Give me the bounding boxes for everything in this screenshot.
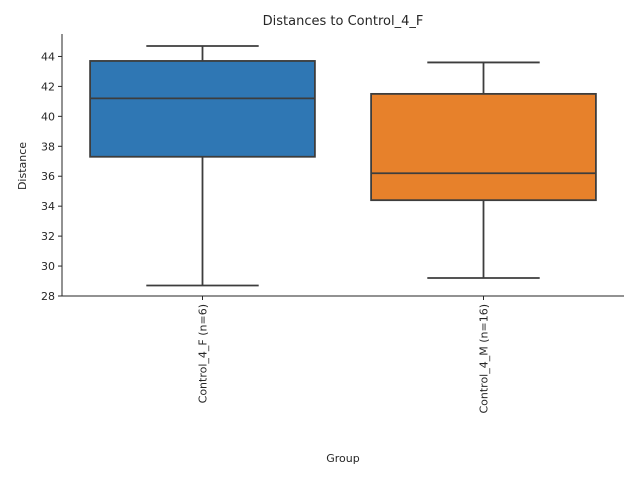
y-tick-label: 44 — [41, 50, 55, 63]
x-tick-label: Control_4_F (n=6) — [197, 304, 210, 403]
y-axis-ticks: 28 30 32 34 36 38 40 42 44 — [41, 50, 62, 303]
y-tick-label: 28 — [41, 290, 55, 303]
box-iqr — [370, 92, 597, 202]
y-tick-label: 38 — [41, 140, 55, 153]
x-axis-ticks: Control_4_F (n=6) Control_4_M (n=16) — [197, 296, 491, 414]
y-tick-label: 32 — [41, 230, 55, 243]
y-axis-label: Distance — [16, 142, 29, 190]
boxes — [89, 45, 597, 287]
x-tick-label: Control_4_M (n=16) — [478, 304, 491, 414]
x-axis-label: Group — [326, 452, 360, 465]
box-group — [89, 45, 316, 287]
box-group — [370, 61, 597, 279]
y-tick-label: 34 — [41, 200, 55, 213]
y-tick-label: 30 — [41, 260, 55, 273]
box-iqr — [89, 60, 316, 158]
y-tick-label: 42 — [41, 80, 55, 93]
y-tick-label: 36 — [41, 170, 55, 183]
y-tick-label: 40 — [41, 110, 55, 123]
chart-title: Distances to Control_4_F — [263, 14, 424, 29]
